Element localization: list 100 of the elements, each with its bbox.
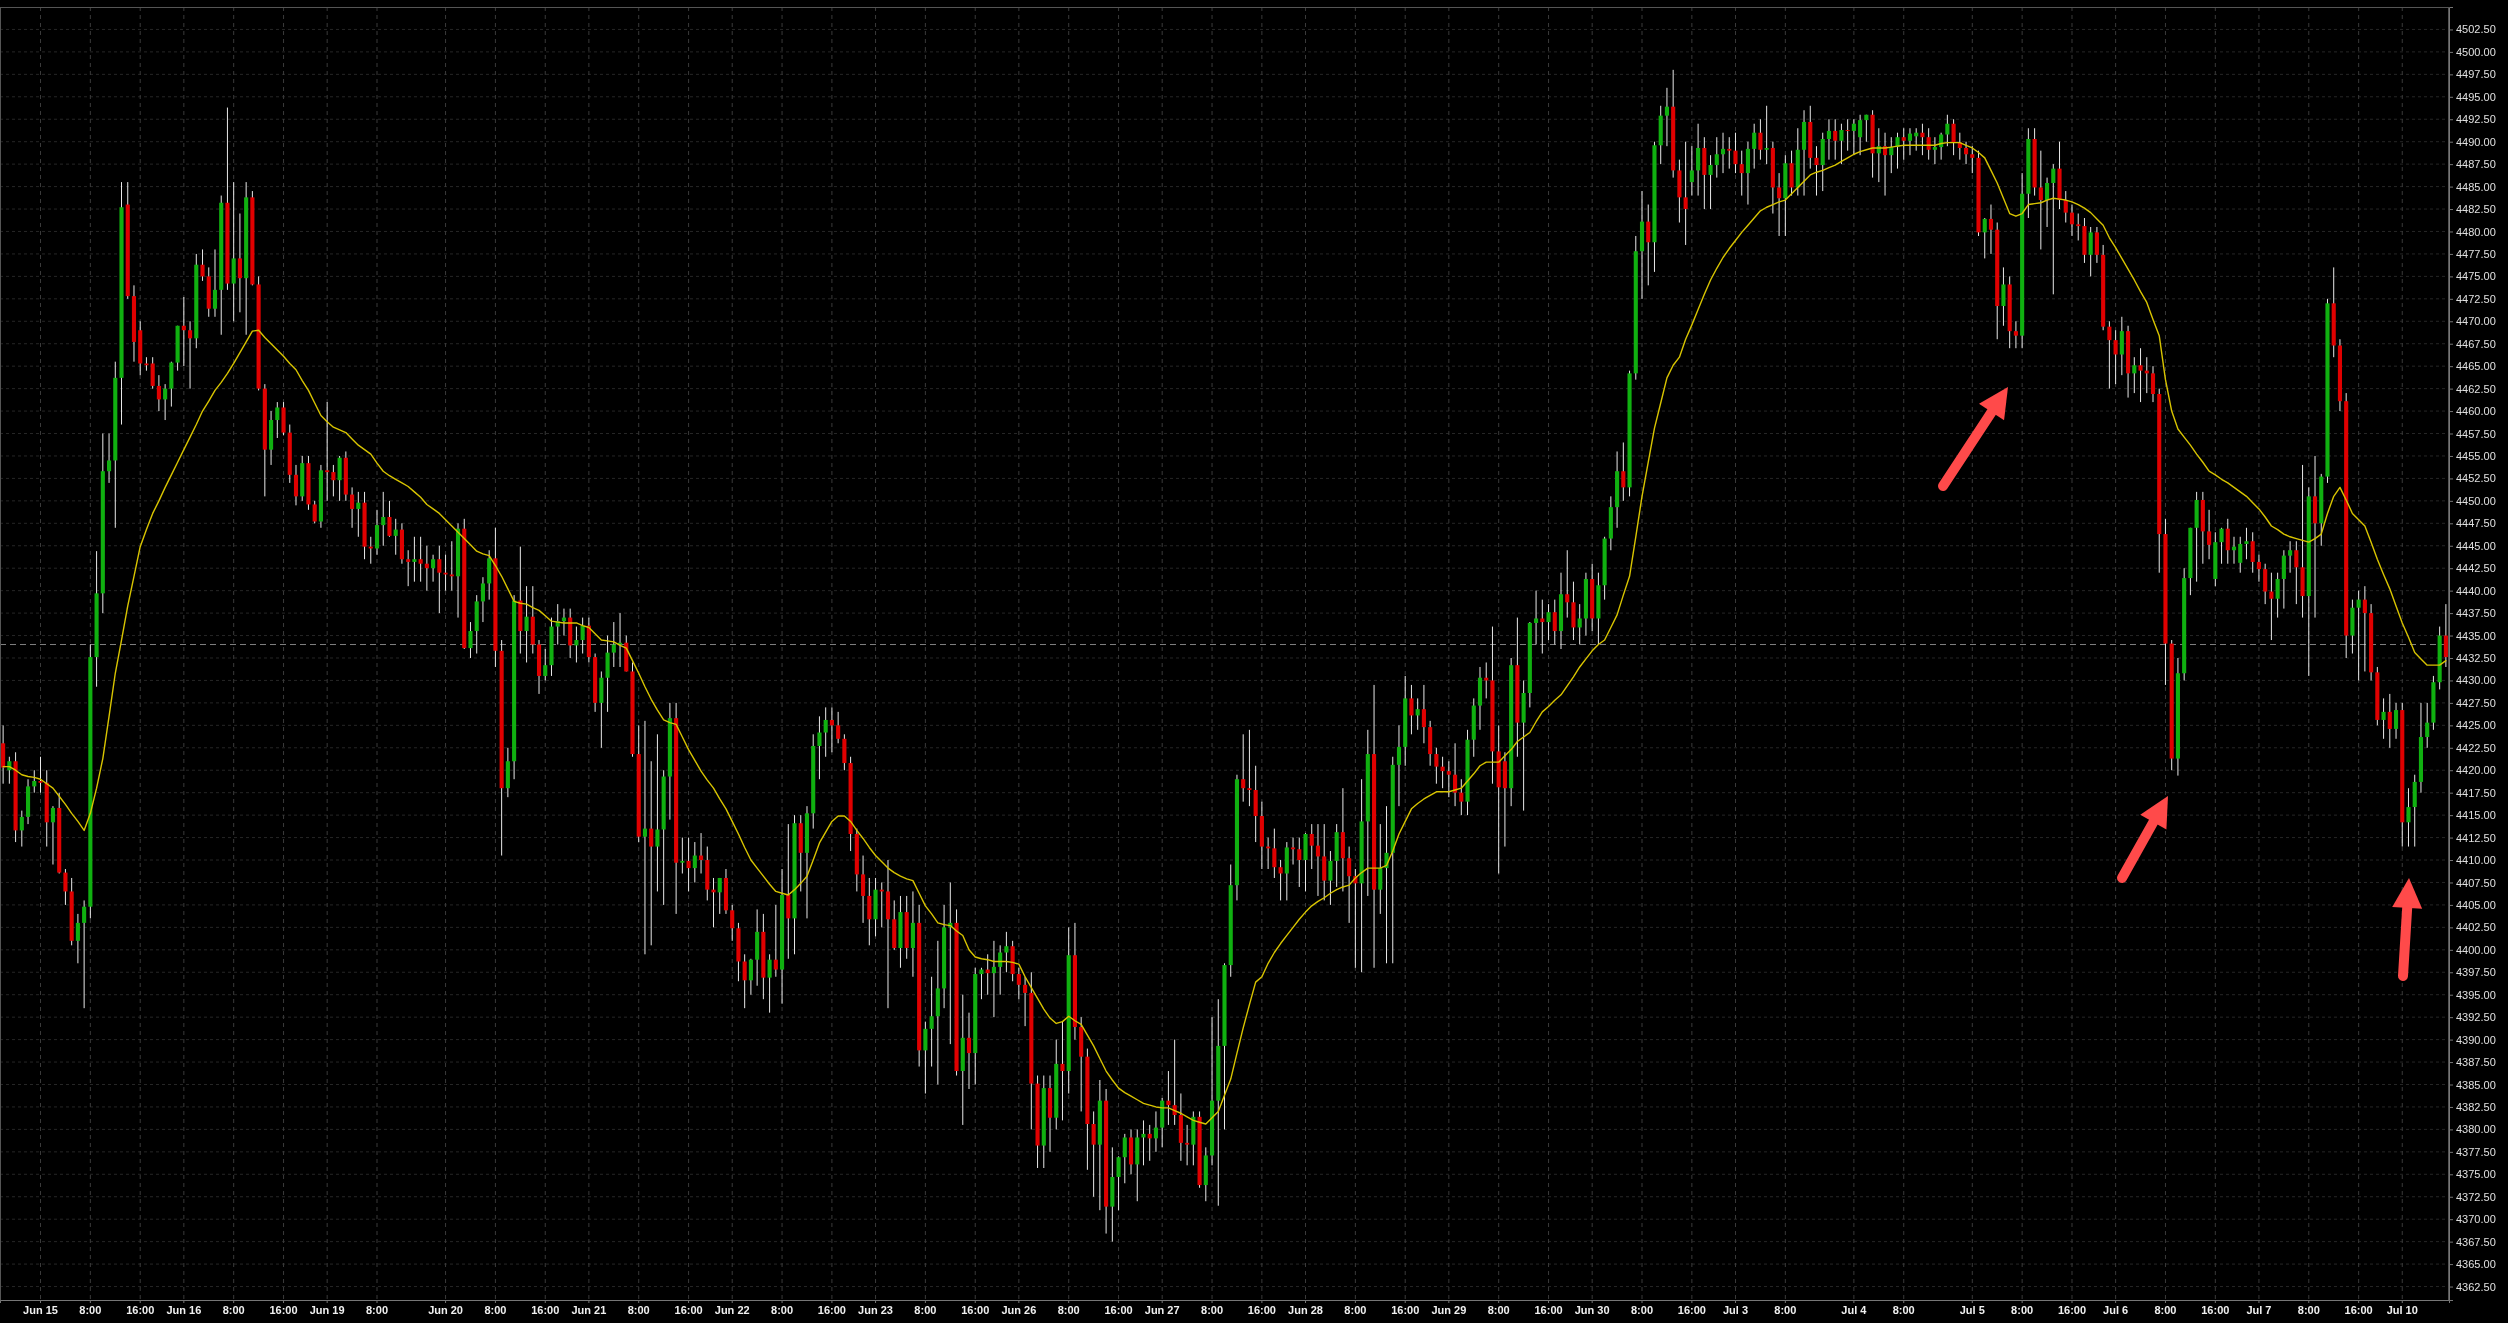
x-tick-label: 16:00 (1104, 1303, 1133, 1316)
candlestick (655, 733, 660, 892)
candlestick (163, 383, 168, 421)
candlestick (543, 648, 548, 681)
candlestick (2406, 787, 2411, 848)
y-tick-label: 4370.00 (2456, 1213, 2496, 1226)
y-tick-label: 4450.00 (2456, 494, 2496, 507)
x-tick-label: Jul 5 (1959, 1303, 1985, 1316)
candlestick (611, 621, 616, 668)
candlestick (1378, 823, 1383, 915)
x-tick-label: Jun 20 (428, 1303, 463, 1316)
candlestick (1347, 846, 1352, 924)
candlestick (1309, 823, 1314, 870)
y-tick-label: 4417.50 (2456, 786, 2496, 799)
candlestick (1565, 549, 1570, 619)
candlestick (767, 953, 772, 1014)
candlestick (1777, 172, 1782, 237)
candlestick (929, 976, 934, 1068)
candlestick (1764, 105, 1769, 165)
x-tick-label: 8:00 (2011, 1303, 2034, 1316)
y-tick-label: 4492.50 (2456, 113, 2496, 126)
candlestick (2051, 163, 2056, 295)
x-tick-label: Jun 27 (1144, 1303, 1180, 1316)
y-tick-label: 4377.50 (2456, 1145, 2496, 1158)
candlestick (2387, 693, 2392, 749)
x-tick-label: Jun 23 (858, 1303, 893, 1316)
x-tick-label: 16:00 (126, 1303, 155, 1316)
y-tick-label: 4470.00 (2456, 315, 2496, 328)
y-tick-label: 4495.00 (2456, 90, 2496, 103)
candlestick (50, 805, 56, 866)
candlestick (1733, 132, 1738, 174)
y-tick-label: 4490.00 (2456, 135, 2496, 148)
y-tick-label: 4367.50 (2456, 1235, 2496, 1248)
candlestick (1696, 123, 1701, 197)
y-tick-label: 4372.50 (2456, 1190, 2496, 1203)
candlestick (1926, 127, 1931, 161)
candlestick (574, 626, 579, 663)
candlestick (1739, 150, 1744, 197)
x-tick-label: Jul 10 (2386, 1303, 2418, 1316)
candlestick (1091, 1110, 1096, 1198)
candlestick (1970, 145, 1975, 174)
candlestick (836, 711, 841, 744)
candlestick (2225, 518, 2230, 565)
candlestick (374, 509, 380, 556)
candlestick (1540, 599, 1545, 654)
x-tick-label: 16:00 (269, 1303, 298, 1316)
y-tick-label: 4472.50 (2456, 292, 2496, 305)
x-tick-label: Jun 15 (23, 1303, 58, 1316)
candlestick (32, 769, 37, 794)
candlestick (1845, 118, 1850, 152)
candlestick (1646, 204, 1651, 286)
candlestick (63, 868, 68, 906)
x-tick-label: 8:00 (1631, 1303, 1654, 1316)
x-tick-label: 8:00 (365, 1303, 389, 1316)
y-tick-label: 4430.00 (2456, 674, 2496, 687)
x-tick-label: 16:00 (1534, 1303, 1563, 1316)
candlestick (2132, 356, 2137, 394)
candlestick (2063, 190, 2068, 223)
candlestick (1446, 760, 1451, 798)
candlestick (2088, 226, 2093, 277)
x-tick-label: Jun 26 (1001, 1303, 1037, 1316)
candlestick (1901, 127, 1906, 161)
candlestick (2294, 540, 2299, 605)
y-tick-label: 4410.00 (2456, 854, 2496, 867)
y-tick-label: 4475.00 (2456, 270, 2496, 283)
candlestick (1907, 127, 1913, 156)
candlestick (2263, 563, 2268, 605)
candlestick (1141, 1119, 1146, 1166)
candlestick (1945, 114, 1950, 147)
candlestick (1621, 441, 1626, 502)
y-tick-label: 4497.50 (2456, 68, 2496, 81)
candlestick (107, 433, 112, 484)
candlestick (393, 518, 398, 556)
candlestick (331, 464, 336, 497)
candlestick (1434, 747, 1439, 785)
candlestick (923, 1021, 928, 1094)
candlestick (867, 877, 872, 946)
candlestick (1664, 87, 1669, 147)
x-tick-label: 8:00 (1201, 1303, 1224, 1316)
candlestick (1826, 118, 1832, 161)
y-tick-label: 4442.50 (2456, 562, 2496, 575)
candlestick (1752, 123, 1757, 170)
candlestick (2107, 320, 2112, 390)
candlestick (1552, 599, 1557, 646)
candlestick (2013, 320, 2018, 349)
x-tick-label: 8:00 (484, 1303, 507, 1316)
candlestick (350, 486, 355, 529)
x-tick-label: 8:00 (1344, 1303, 1367, 1316)
candlestick (1727, 136, 1732, 170)
x-tick-label: 8:00 (2297, 1303, 2320, 1316)
y-tick-label: 4437.50 (2456, 607, 2496, 620)
candlestick (188, 320, 193, 390)
candlestick (2069, 204, 2075, 237)
candlestick (1016, 967, 1021, 1000)
x-tick-label: 8:00 (79, 1303, 102, 1316)
candlestick (144, 356, 149, 372)
candlestick (692, 841, 697, 883)
candlestick (786, 823, 791, 960)
candlestick (686, 837, 691, 892)
x-tick-label: Jun 29 (1431, 1303, 1467, 1316)
